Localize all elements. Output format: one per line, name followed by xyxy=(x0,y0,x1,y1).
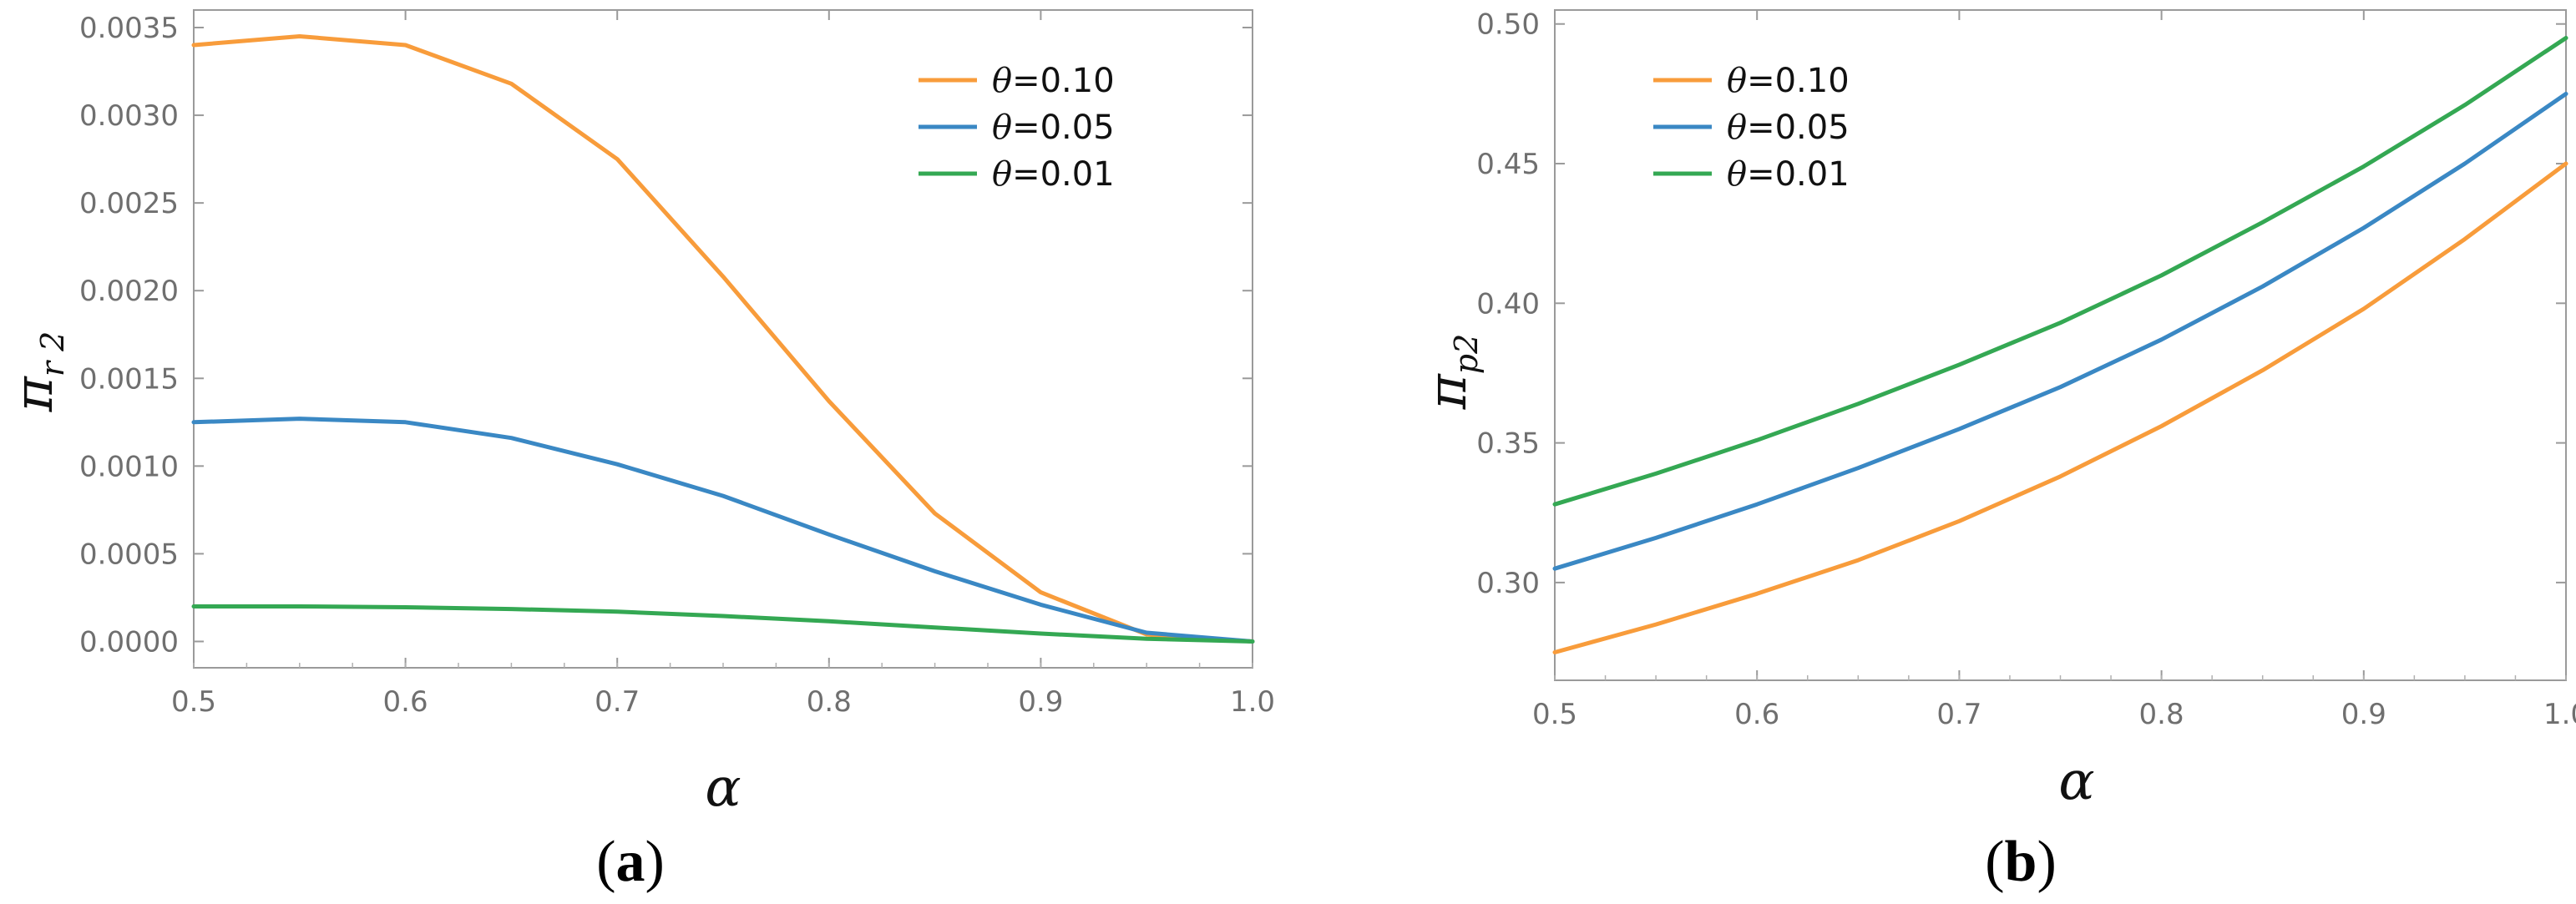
y-tick-label: 0.0035 xyxy=(79,12,179,45)
x-tick-label: 0.6 xyxy=(1734,698,1779,731)
y-axis-title: πr 2 xyxy=(3,331,71,412)
legend: θ=0.10 θ=0.05 θ=0.01 xyxy=(1653,62,1850,194)
plot-frame xyxy=(1554,9,2567,681)
series-line-theta-0.01 xyxy=(191,604,1255,644)
y-tick-label: 0.0025 xyxy=(79,187,179,220)
x-tick-label: 1.0 xyxy=(1230,685,1275,719)
y-tick-label: 0.0000 xyxy=(79,625,179,659)
chart-panel-a: 0.5 0.6 0.7 0.8 0.9 1.0 0.0000 0.0005 0.0010 0.00… xyxy=(3,9,1275,894)
y-tick-label: 0.45 xyxy=(1476,148,1540,181)
legend: θ=0.10 θ=0.05 θ=0.01 xyxy=(919,62,1115,194)
y-axis-title: πp2 xyxy=(1417,334,1485,411)
legend-label: θ=0.10 xyxy=(992,62,1115,100)
series-line-theta-0.05 xyxy=(191,417,1255,644)
panel-label: (b) xyxy=(1985,830,2057,894)
x-tick-label: 0.7 xyxy=(1936,698,1981,731)
legend-label: θ=0.01 xyxy=(992,155,1115,194)
x-tick-label: 1.0 xyxy=(2543,698,2576,731)
x-tick-label: 0.9 xyxy=(2341,698,2386,731)
x-tick-label: 0.5 xyxy=(1532,698,1577,731)
chart-panel-b: 0.5 0.6 0.7 0.8 0.9 1.0 0.30 0.35 0.40 0.45 0.50 θ=… xyxy=(1417,8,2576,894)
y-tick-label: 0.0005 xyxy=(79,538,179,571)
x-tick-label: 0.8 xyxy=(807,685,852,719)
series-line-theta-0.10 xyxy=(1552,161,2568,654)
x-axis-title: α xyxy=(2058,750,2094,812)
x-axis-title: α xyxy=(705,757,741,819)
x-tick-label: 0.5 xyxy=(171,685,216,719)
legend-label: θ=0.05 xyxy=(1727,109,1850,147)
x-tick-label: 0.8 xyxy=(2139,698,2184,731)
y-tick-label: 0.40 xyxy=(1476,287,1540,321)
legend-label: θ=0.10 xyxy=(1727,62,1850,100)
panel-label: (a) xyxy=(596,830,665,894)
y-tick-label: 0.0030 xyxy=(79,99,179,133)
y-tick-label: 0.50 xyxy=(1476,8,1540,42)
series-line-theta-0.01 xyxy=(1552,36,2568,507)
y-tick-label: 0.0015 xyxy=(79,362,179,396)
legend-label: θ=0.05 xyxy=(992,109,1115,147)
y-tick-label: 0.0020 xyxy=(79,275,179,308)
y-tick-label: 0.0010 xyxy=(79,450,179,483)
x-tick-label: 0.9 xyxy=(1018,685,1063,719)
y-tick-label: 0.35 xyxy=(1476,427,1540,461)
x-tick-label: 0.7 xyxy=(595,685,640,719)
series-line-theta-0.10 xyxy=(191,34,1255,644)
series-line-theta-0.05 xyxy=(1552,91,2568,571)
x-tick-label: 0.6 xyxy=(383,685,428,719)
legend-label: θ=0.01 xyxy=(1727,155,1850,194)
y-tick-label: 0.30 xyxy=(1476,567,1540,600)
